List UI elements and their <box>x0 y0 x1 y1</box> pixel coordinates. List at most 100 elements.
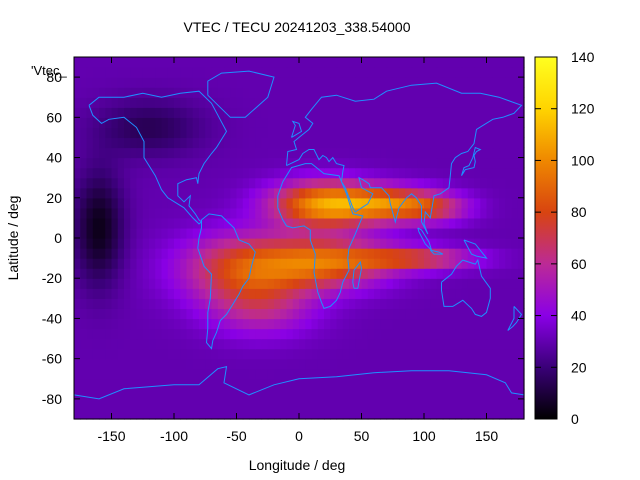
heatmap-cell <box>249 217 256 229</box>
heatmap-cell <box>92 248 100 259</box>
heatmap-cell <box>305 97 313 108</box>
heatmap-cell <box>161 227 169 239</box>
heatmap-cell <box>167 288 175 299</box>
heatmap-cell <box>286 318 294 330</box>
heatmap-cell <box>492 97 500 108</box>
heatmap-cell <box>205 328 213 340</box>
heatmap-cell <box>124 248 131 259</box>
heatmap-cell <box>111 408 119 420</box>
heatmap-cell <box>305 398 313 410</box>
heatmap-cell <box>124 368 131 380</box>
heatmap-cell <box>255 117 263 128</box>
heatmap-cell <box>392 338 400 350</box>
heatmap-cell <box>199 217 206 229</box>
heatmap-cell <box>186 197 194 209</box>
heatmap-cell <box>361 137 369 149</box>
heatmap-cell <box>149 308 156 320</box>
heatmap-cell <box>155 127 163 139</box>
heatmap-cell <box>174 318 181 330</box>
heatmap-cell <box>286 398 294 410</box>
heatmap-cell <box>349 368 356 380</box>
heatmap-cell <box>92 147 100 159</box>
heatmap-cell <box>467 177 475 189</box>
heatmap-cell <box>92 217 100 229</box>
heatmap-cell <box>274 368 281 380</box>
heatmap-cell <box>461 398 469 410</box>
heatmap-cell <box>99 217 106 229</box>
heatmap-cell <box>236 57 244 68</box>
heatmap-cell <box>161 147 169 159</box>
y-tick-label: -60 <box>42 351 62 367</box>
heatmap-cell <box>311 107 319 118</box>
heatmap-cell <box>242 107 250 118</box>
heatmap-cell <box>217 358 225 370</box>
heatmap-cell <box>405 137 413 149</box>
heatmap-cell <box>336 298 344 309</box>
heatmap-cell <box>130 268 138 279</box>
colorbar <box>534 56 558 420</box>
heatmap-cell <box>236 177 244 189</box>
heatmap-cell <box>242 177 250 189</box>
heatmap-cell <box>349 278 356 289</box>
heatmap-cell <box>292 157 300 169</box>
heatmap-cell <box>430 217 438 229</box>
heatmap-cell <box>205 338 213 350</box>
heatmap-cell <box>292 87 300 98</box>
heatmap-cell <box>261 147 269 159</box>
heatmap-cell <box>480 278 488 289</box>
heatmap-cell <box>386 348 394 360</box>
heatmap-cell <box>280 107 288 118</box>
heatmap-cell <box>461 227 469 239</box>
heatmap-cell <box>124 338 131 350</box>
heatmap-cell <box>367 217 375 229</box>
heatmap-cell <box>155 408 163 420</box>
heatmap-cell <box>274 318 281 330</box>
heatmap-cell <box>261 408 269 420</box>
heatmap-cell <box>411 197 419 209</box>
heatmap-cell <box>380 368 388 380</box>
heatmap-cell <box>324 328 331 340</box>
heatmap-cell <box>499 147 506 159</box>
heatmap-cell <box>311 137 319 149</box>
heatmap-cell <box>467 388 475 400</box>
heatmap-cell <box>249 87 256 98</box>
heatmap-cell <box>311 288 319 299</box>
heatmap-cell <box>217 408 225 420</box>
heatmap-cell <box>455 217 463 229</box>
heatmap-cell <box>92 318 100 330</box>
heatmap-cell <box>230 328 238 340</box>
heatmap-cell <box>86 77 94 88</box>
heatmap-cell <box>149 378 156 390</box>
heatmap-cell <box>330 57 338 68</box>
heatmap-cell <box>105 177 113 189</box>
heatmap-cell <box>511 288 519 299</box>
heatmap-cell <box>330 248 338 259</box>
heatmap-cell <box>305 308 313 320</box>
heatmap-cell <box>236 308 244 320</box>
heatmap-cell <box>199 388 206 400</box>
heatmap-cell <box>486 278 494 289</box>
heatmap-cell <box>486 368 494 380</box>
heatmap-cell <box>505 87 513 98</box>
heatmap-cell <box>267 308 275 320</box>
heatmap-cell <box>117 187 125 199</box>
heatmap-cell <box>317 177 325 189</box>
heatmap-cell <box>505 378 513 390</box>
heatmap-cell <box>236 227 244 239</box>
heatmap-cell <box>261 308 269 320</box>
heatmap-cell <box>261 378 269 390</box>
heatmap-cell <box>355 328 363 340</box>
heatmap-cell <box>317 378 325 390</box>
heatmap-cell <box>80 227 88 239</box>
heatmap-cell <box>242 57 250 68</box>
heatmap-cell <box>417 268 425 279</box>
heatmap-cell <box>480 288 488 299</box>
heatmap-cell <box>236 288 244 299</box>
heatmap-cell <box>80 147 88 159</box>
heatmap-cell <box>486 348 494 360</box>
heatmap-cell <box>161 87 169 98</box>
heatmap-cell <box>205 318 213 330</box>
heatmap-cell <box>167 77 175 88</box>
heatmap-cell <box>161 157 169 169</box>
heatmap-cell <box>267 57 275 68</box>
